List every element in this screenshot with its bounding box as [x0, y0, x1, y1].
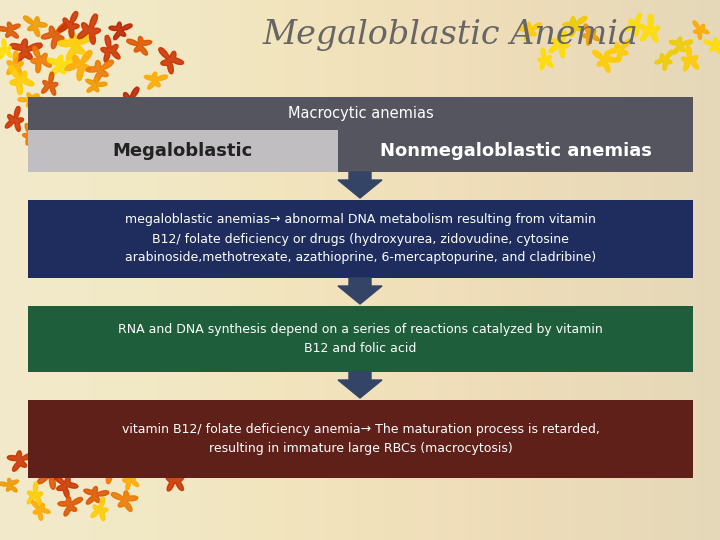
Polygon shape [62, 114, 87, 138]
Polygon shape [71, 448, 91, 472]
FancyBboxPatch shape [28, 400, 693, 478]
Polygon shape [693, 21, 709, 39]
FancyBboxPatch shape [28, 200, 693, 278]
Polygon shape [45, 134, 76, 158]
Polygon shape [549, 31, 570, 58]
Polygon shape [641, 14, 660, 42]
Polygon shape [22, 124, 39, 145]
Text: Megaloblastic Anemia: Megaloblastic Anemia [262, 19, 638, 51]
Polygon shape [670, 37, 693, 54]
Polygon shape [58, 497, 82, 516]
Polygon shape [682, 46, 698, 71]
Polygon shape [37, 459, 60, 489]
Polygon shape [53, 474, 78, 498]
Polygon shape [593, 50, 618, 72]
Polygon shape [158, 48, 184, 74]
Text: Megaloblastic: Megaloblastic [113, 142, 253, 160]
Polygon shape [338, 278, 382, 304]
Polygon shape [41, 23, 67, 49]
Polygon shape [27, 482, 42, 505]
Polygon shape [7, 451, 34, 471]
Polygon shape [5, 106, 24, 131]
Polygon shape [91, 497, 108, 521]
Polygon shape [112, 491, 138, 511]
Polygon shape [166, 465, 184, 491]
Text: vitamin B12/ folate deficiency anemia→ The maturation process is retarded,
resul: vitamin B12/ folate deficiency anemia→ T… [122, 423, 600, 455]
Polygon shape [96, 458, 122, 484]
Text: RNA and DNA synthesis depend on a series of reactions catalyzed by vitamin
B12 a: RNA and DNA synthesis depend on a series… [118, 323, 603, 355]
Polygon shape [42, 72, 58, 95]
Polygon shape [9, 66, 34, 95]
Polygon shape [122, 469, 138, 490]
Polygon shape [31, 46, 51, 73]
Polygon shape [338, 172, 382, 198]
Text: Nonmegaloblastic anemias: Nonmegaloblastic anemias [379, 142, 652, 160]
Polygon shape [97, 107, 120, 123]
Polygon shape [109, 22, 132, 40]
Polygon shape [118, 87, 139, 113]
Polygon shape [6, 51, 23, 76]
Polygon shape [144, 72, 168, 89]
Polygon shape [78, 14, 100, 44]
FancyBboxPatch shape [28, 306, 693, 372]
Polygon shape [48, 55, 76, 76]
Polygon shape [78, 122, 102, 141]
Text: Macrocytic anemias: Macrocytic anemias [287, 106, 433, 121]
Polygon shape [58, 11, 79, 38]
Polygon shape [35, 96, 58, 124]
Polygon shape [32, 501, 50, 521]
Polygon shape [608, 39, 630, 62]
Polygon shape [65, 50, 92, 80]
Polygon shape [0, 22, 20, 38]
Polygon shape [24, 16, 48, 37]
FancyBboxPatch shape [338, 130, 693, 172]
Polygon shape [86, 78, 107, 92]
Polygon shape [101, 36, 120, 62]
Polygon shape [563, 16, 587, 37]
FancyBboxPatch shape [28, 97, 693, 130]
Polygon shape [0, 39, 12, 58]
Polygon shape [58, 33, 93, 60]
Polygon shape [519, 22, 541, 40]
Polygon shape [655, 50, 673, 70]
Polygon shape [84, 487, 109, 504]
Polygon shape [139, 456, 161, 476]
Polygon shape [127, 36, 152, 55]
Polygon shape [338, 372, 382, 398]
Polygon shape [18, 93, 39, 107]
Polygon shape [625, 14, 643, 36]
FancyBboxPatch shape [28, 130, 338, 172]
Polygon shape [10, 39, 42, 63]
Polygon shape [582, 24, 599, 45]
Polygon shape [86, 60, 114, 83]
Polygon shape [0, 478, 19, 492]
Polygon shape [538, 48, 553, 70]
Polygon shape [703, 38, 720, 53]
Text: megaloblastic anemias→ abnormal DNA metabolism resulting from vitamin
B12/ folat: megaloblastic anemias→ abnormal DNA meta… [125, 213, 596, 265]
